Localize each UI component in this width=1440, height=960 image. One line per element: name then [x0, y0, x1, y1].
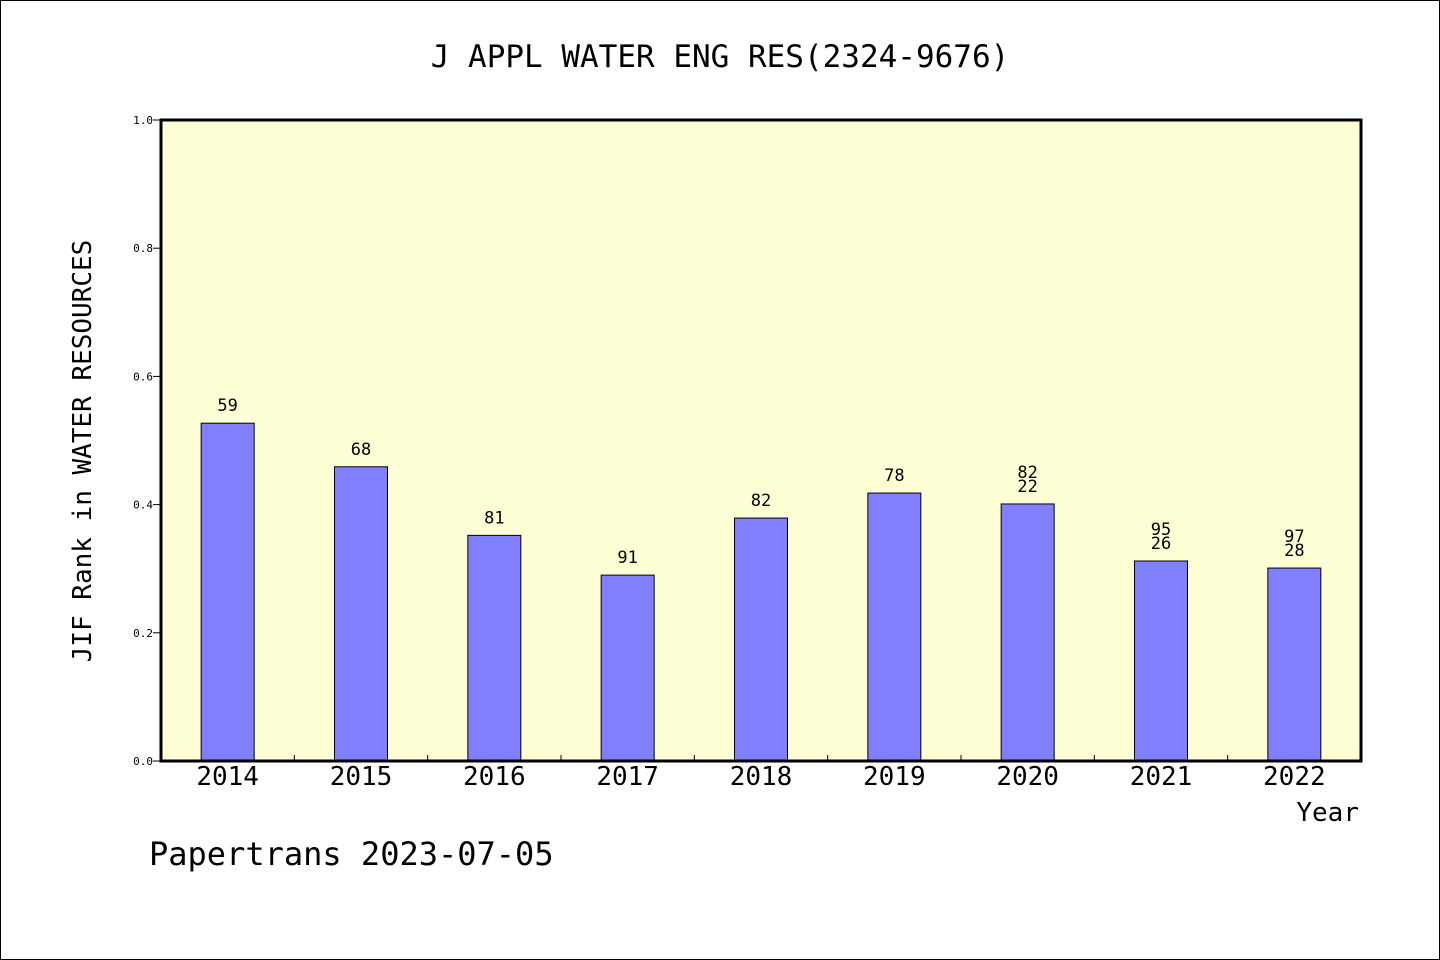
y-tick-label: 1.0	[133, 114, 153, 127]
y-tick-label: 0.4	[133, 499, 153, 512]
x-tick-label: 2016	[463, 762, 526, 792]
axis-ticks: 0.0 0.2 0.4 0.6 0.8 1.0 2014 2015 2016 2017 2018 20…	[133, 114, 1326, 792]
x-tick-label: 2021	[1130, 762, 1193, 792]
bar-2016	[467, 534, 522, 762]
y-axis-label: JIF Rank in WATER RESOURCES	[68, 240, 98, 663]
bar-2018	[734, 517, 788, 762]
x-tick-label: 2022	[1263, 762, 1326, 792]
bar-value-label: 95	[1151, 520, 1171, 540]
bar-value-label: 97	[1284, 527, 1304, 547]
x-tick-label: 2019	[863, 762, 926, 792]
bar-2017	[600, 574, 655, 762]
bar-2019	[867, 492, 922, 762]
bar-value-label: 28	[1284, 541, 1304, 561]
bar-2022	[1267, 567, 1322, 762]
y-tick-label: 0.8	[133, 242, 153, 255]
bar-2021	[1134, 560, 1188, 762]
bar-value-label: 22	[1017, 477, 1037, 497]
y-tick-label: 0.0	[133, 755, 153, 768]
footer-text: Papertrans 2023-07-05	[149, 835, 554, 873]
bar-value-label: 26	[1151, 534, 1171, 554]
y-tick-label: 0.6	[133, 370, 153, 383]
bar-2020	[1000, 503, 1055, 762]
bar-value-label: 82	[1017, 463, 1037, 483]
bar-value-label: 81	[484, 508, 504, 528]
x-tick-label: 2018	[730, 762, 793, 792]
bar-value-label: 68	[351, 440, 371, 460]
x-tick-label: 2015	[330, 762, 393, 792]
chart-title: J APPL WATER ENG RES(2324-9676)	[431, 39, 1010, 75]
plot-frame	[159, 118, 1363, 763]
bar-value-label: 78	[884, 466, 904, 486]
bar-value-label: 82	[751, 491, 771, 511]
y-tick-label: 0.2	[133, 627, 153, 640]
bar-2014	[200, 422, 255, 762]
x-tick-label: 2017	[596, 762, 659, 792]
x-tick-label: 2020	[996, 762, 1059, 792]
x-axis-label: Year	[1296, 798, 1359, 828]
bar-value-label: 91	[617, 548, 637, 568]
bar-value-label: 59	[217, 396, 237, 416]
x-tick-label: 2014	[196, 762, 259, 792]
bar-2015	[334, 466, 388, 762]
bars	[200, 422, 1322, 762]
